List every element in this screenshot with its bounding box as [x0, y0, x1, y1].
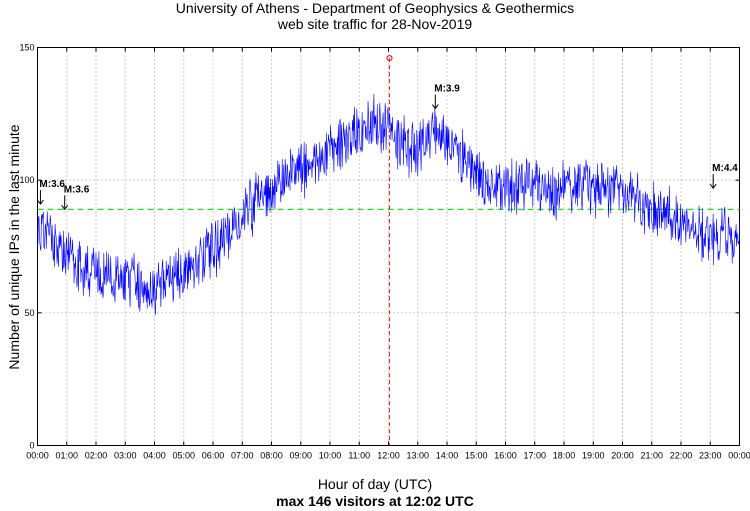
x-tick-label: 12:00 — [377, 451, 400, 461]
x-axis-label: Hour of day (UTC) — [317, 476, 433, 492]
x-tick-label: 07:00 — [231, 451, 254, 461]
chart-title: University of Athens - Department of Geo… — [175, 0, 575, 16]
x-tick-label: 10:00 — [319, 451, 342, 461]
quake-annotation: M:3.9 — [431, 84, 460, 110]
y-tick-label: 0 — [29, 441, 34, 451]
y-tick-label: 100 — [19, 175, 34, 185]
x-tick-label: 19:00 — [582, 451, 605, 461]
series-layer — [37, 55, 740, 315]
x-tick-label: 02:00 — [85, 451, 108, 461]
x-tick-label: 08:00 — [260, 451, 283, 461]
quake-annotation: M:3.6 — [61, 184, 90, 211]
x-tick-label: 03:00 — [114, 451, 137, 461]
annotation-label: M:3.6 — [64, 184, 90, 195]
x-tick-label: 16:00 — [494, 451, 517, 461]
y-tick-label: 150 — [19, 43, 34, 53]
x-tick-label: 04:00 — [143, 451, 166, 461]
max-point-marker — [386, 55, 393, 62]
x-tick-label: 01:00 — [55, 451, 78, 461]
x-tick-label: 15:00 — [465, 451, 488, 461]
annotation-arrow-head — [431, 104, 439, 110]
x-tick-label: 00:00 — [728, 451, 750, 461]
grid-layer — [37, 47, 740, 446]
x-tick-label: 14:00 — [436, 451, 459, 461]
series-line-visitors — [37, 94, 740, 315]
chart-subtitle: web site traffic for 28-Nov-2019 — [277, 16, 473, 32]
x-tick-label: 20:00 — [611, 451, 634, 461]
annotation-arrow-head — [709, 183, 717, 189]
y-axis-label: Number of unique IPs in the last minute — [6, 124, 22, 370]
annotation-arrow-head — [61, 205, 69, 211]
x-tick-label: 05:00 — [172, 451, 195, 461]
annotation-label: M:3.6 — [39, 179, 65, 190]
x-tick-label: 11:00 — [348, 451, 370, 461]
max-visitors-caption: max 146 visitors at 12:02 UTC — [276, 493, 474, 509]
x-tick-label: 06:00 — [202, 451, 225, 461]
x-tick-label: 23:00 — [699, 451, 722, 461]
x-tick-label: 09:00 — [289, 451, 312, 461]
x-tick-label: 18:00 — [553, 451, 576, 461]
quake-annotation: M:3.6 — [37, 179, 65, 205]
annotation-label: M:3.9 — [434, 84, 460, 95]
x-tick-label: 21:00 — [640, 451, 663, 461]
annotation-arrow-head — [37, 199, 44, 205]
annotations-layer: M:3.6M:3.6 M:3.9 M:4.4 — [37, 84, 738, 211]
annotation-label: M:4.4 — [712, 163, 738, 174]
plot-frame — [37, 47, 740, 446]
x-tick-label: 00:00 — [26, 451, 49, 461]
quake-annotation: M:4.4 — [709, 163, 738, 189]
x-tick-label: 17:00 — [523, 451, 546, 461]
ticks-layer: 00:00 01:00 02:00 03:00 04:00 05:00 06:00 07:00… — [19, 43, 750, 461]
x-tick-label: 13:00 — [406, 451, 429, 461]
y-tick-label: 50 — [24, 308, 34, 318]
x-tick-label: 22:00 — [670, 451, 693, 461]
